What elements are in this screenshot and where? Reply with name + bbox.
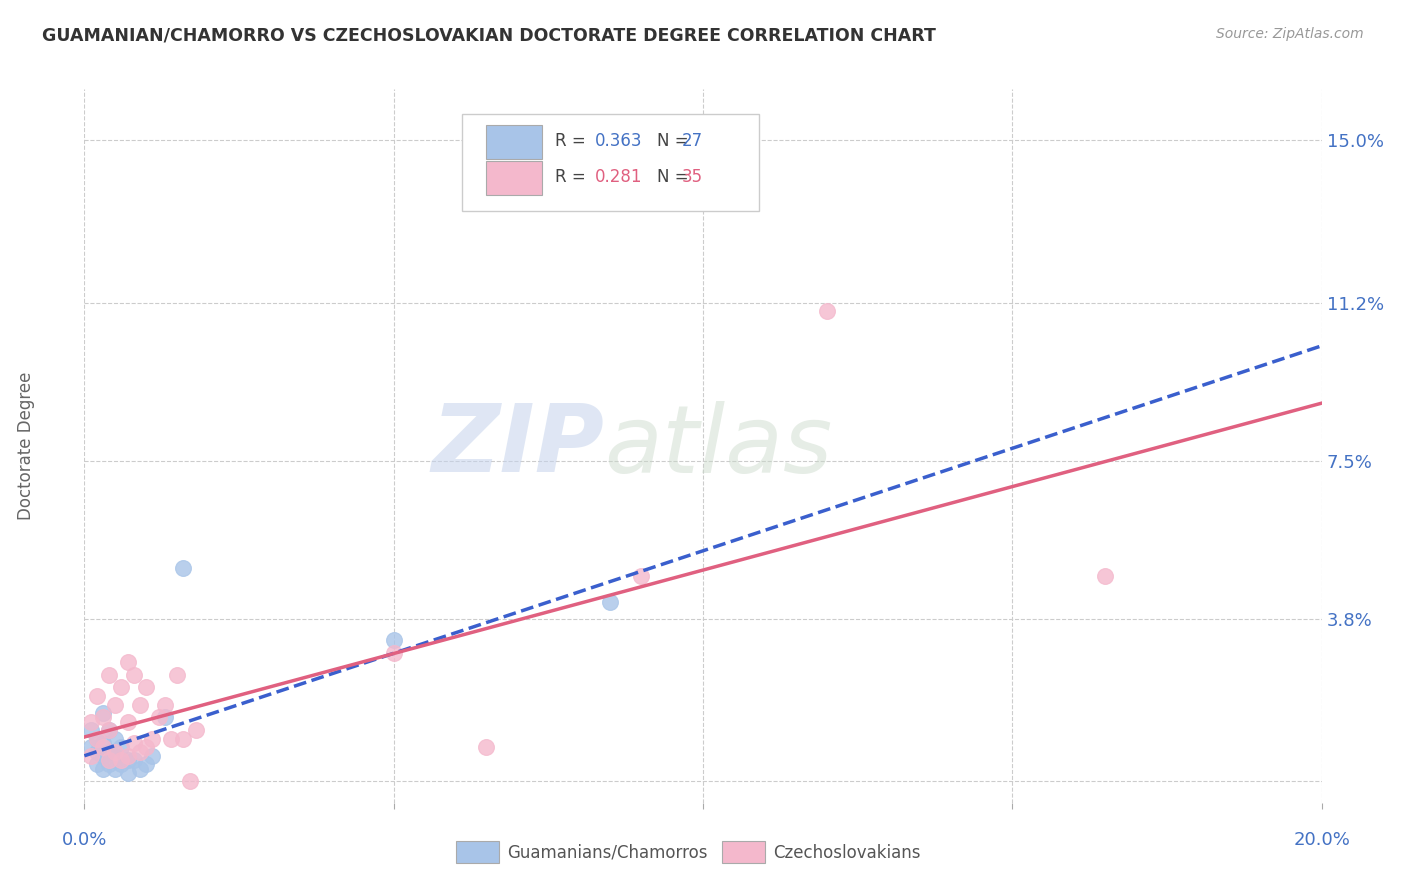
Text: 0.0%: 0.0% (62, 831, 107, 849)
FancyBboxPatch shape (721, 840, 765, 863)
Point (110, 740, 132, 755)
Point (179, 774, 201, 789)
FancyBboxPatch shape (461, 114, 759, 211)
Point (117, 714, 139, 729)
Point (117, 748, 139, 763)
Text: 35: 35 (682, 168, 703, 186)
Point (184, 723, 207, 738)
Text: GUAMANIAN/CHAMORRO VS CZECHOSLOVAKIAN DOCTORATE DEGREE CORRELATION CHART: GUAMANIAN/CHAMORRO VS CZECHOSLOVAKIAN DO… (42, 27, 936, 45)
Point (79, 714, 101, 729)
Text: N =: N = (657, 132, 695, 150)
Point (135, 757, 157, 772)
Text: Doctorate Degree: Doctorate Degree (17, 372, 35, 520)
Point (86, 731, 108, 746)
Text: Czechoslovakians: Czechoslovakians (773, 844, 921, 862)
Point (98, 753, 121, 767)
Point (148, 710, 170, 724)
Text: 20.0%: 20.0% (1294, 831, 1350, 849)
Point (172, 561, 194, 575)
Point (98, 745, 121, 759)
Point (110, 681, 132, 695)
Point (135, 740, 157, 755)
Point (79, 748, 101, 763)
Point (117, 655, 139, 669)
FancyBboxPatch shape (486, 161, 543, 194)
Text: N =: N = (657, 168, 695, 186)
Point (91, 748, 114, 763)
Point (160, 731, 183, 746)
Point (129, 745, 152, 759)
Point (104, 698, 127, 712)
Text: R =: R = (554, 132, 591, 150)
Point (98, 723, 121, 738)
Text: Source: ZipAtlas.com: Source: ZipAtlas.com (1216, 27, 1364, 41)
Point (166, 667, 188, 681)
Point (153, 698, 176, 712)
Point (91, 762, 114, 776)
Point (110, 757, 132, 772)
Point (141, 748, 163, 763)
Point (91, 740, 114, 755)
Text: R =: R = (554, 168, 591, 186)
Point (104, 762, 127, 776)
Point (117, 753, 139, 767)
Point (382, 646, 405, 660)
Point (129, 698, 152, 712)
Point (141, 731, 163, 746)
Text: 0.363: 0.363 (595, 132, 643, 150)
Point (1094, 569, 1116, 583)
FancyBboxPatch shape (456, 840, 499, 863)
Point (122, 667, 145, 681)
Point (117, 765, 139, 780)
Text: 27: 27 (682, 132, 703, 150)
Point (86, 689, 108, 703)
Point (122, 753, 145, 767)
Point (86, 757, 108, 772)
Point (98, 667, 121, 681)
Point (98, 757, 121, 772)
Text: Guamanians/Chamorros: Guamanians/Chamorros (508, 844, 709, 862)
Point (135, 681, 157, 695)
Point (91, 710, 114, 724)
Text: 0.281: 0.281 (595, 168, 643, 186)
Point (79, 723, 101, 738)
Point (153, 710, 176, 724)
Point (110, 753, 132, 767)
Point (104, 748, 127, 763)
Point (104, 731, 127, 746)
Point (91, 736, 114, 750)
Text: ZIP: ZIP (432, 400, 605, 492)
Point (630, 569, 652, 583)
Point (599, 595, 621, 609)
Point (86, 731, 108, 746)
Point (98, 723, 121, 738)
FancyBboxPatch shape (486, 125, 543, 159)
Point (86, 745, 108, 759)
Text: atlas: atlas (605, 401, 832, 491)
Point (382, 633, 405, 648)
Point (815, 304, 838, 318)
Point (475, 740, 498, 755)
Point (172, 731, 194, 746)
Point (104, 745, 127, 759)
Point (129, 762, 152, 776)
Point (91, 706, 114, 720)
Point (79, 740, 101, 755)
Point (122, 736, 145, 750)
